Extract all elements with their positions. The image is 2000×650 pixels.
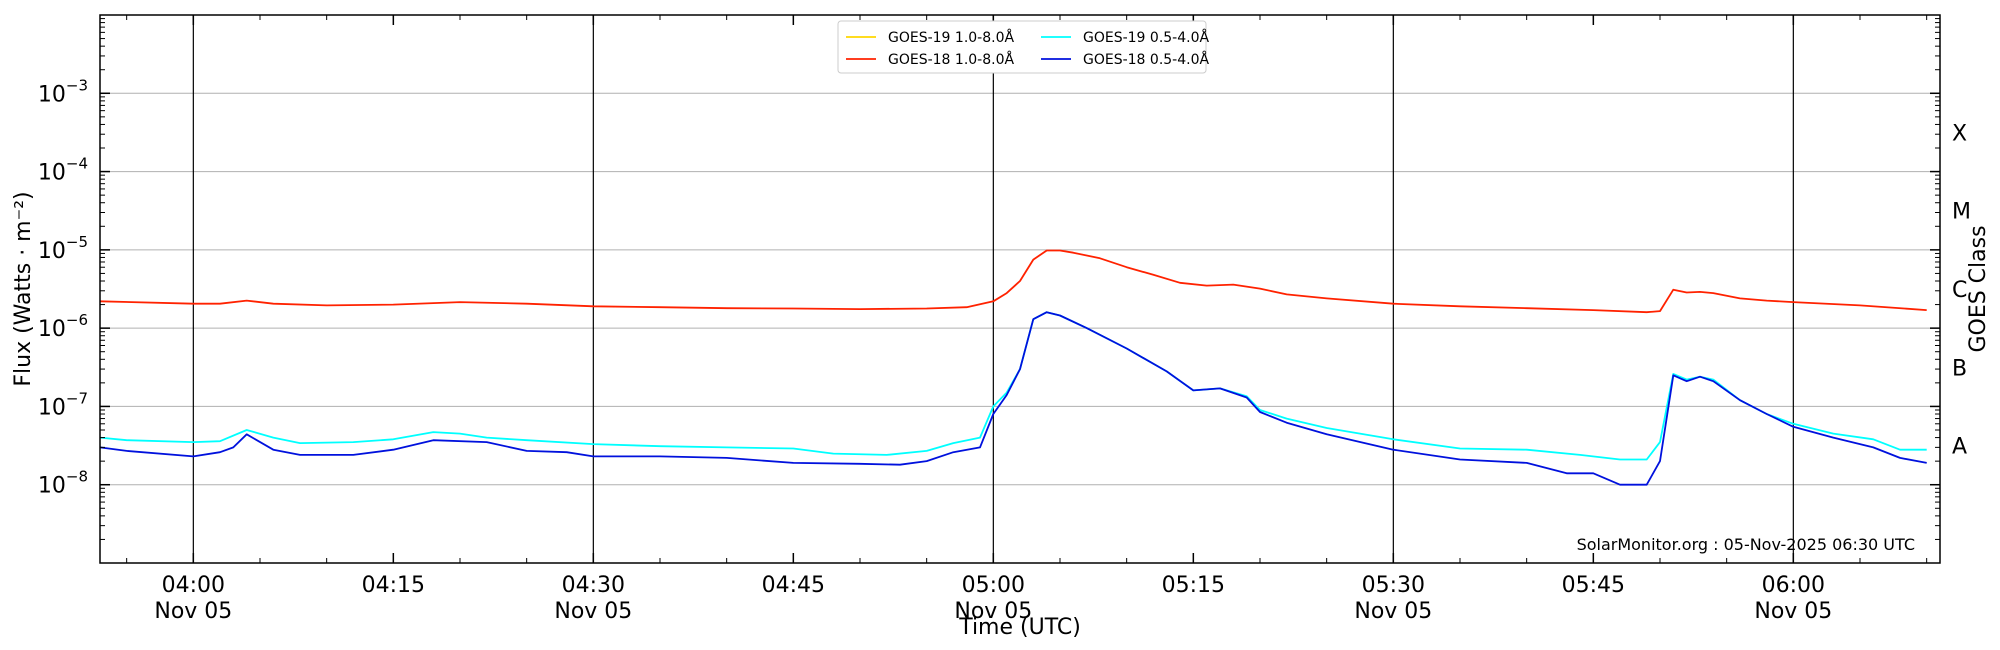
y-tick-label: 10−6 <box>38 311 88 342</box>
x-tick-label: 04:00 <box>162 573 225 598</box>
x-tick-label: 05:00 <box>962 573 1025 598</box>
goes-class-label: M <box>1952 200 1971 225</box>
series-line <box>99 311 1927 486</box>
x-tick-date-label: Nov 05 <box>554 599 632 624</box>
y-tick-label: 10−4 <box>38 155 88 186</box>
y-tick-label: 10−3 <box>38 76 88 107</box>
y-tick-label: 10−5 <box>38 233 88 264</box>
goes-class-label: B <box>1952 356 1967 381</box>
legend-box <box>837 20 1207 74</box>
legend-label: GOES-19 0.5-4.0Å <box>1083 29 1209 46</box>
x-tick-label: 05:30 <box>1362 573 1425 598</box>
x-tick-date-label: Nov 05 <box>154 599 232 624</box>
x-tick-date-label: Nov 05 <box>1754 599 1832 624</box>
x-tick-label: 06:00 <box>1762 573 1825 598</box>
y-tick-label: 10−7 <box>38 389 88 420</box>
goes-class-label: C <box>1952 278 1967 303</box>
y-tick-label: 10−8 <box>38 468 88 499</box>
credit-annotation: SolarMonitor.org : 05-Nov-2025 06:30 UTC <box>1577 535 1915 554</box>
x-tick-date-label: Nov 05 <box>1354 599 1432 624</box>
x-tick-label: 05:15 <box>1162 573 1225 598</box>
x-axis-label: Time (UTC) <box>958 615 1081 640</box>
goes-class-label: A <box>1952 435 1967 460</box>
grid-layer <box>100 15 1940 563</box>
legend-label: GOES-18 1.0-8.0Å <box>888 51 1014 68</box>
plot-frame <box>99 14 1941 564</box>
legend: GOES-19 1.0-8.0Å GOES-19 0.5-4.0Å GOES-18 … <box>837 20 1209 74</box>
x-tick-label: 04:15 <box>362 573 425 598</box>
legend-label: GOES-19 1.0-8.0Å <box>888 29 1014 46</box>
series-line <box>99 249 1927 314</box>
x-tick-date-label: Nov 05 <box>954 599 1032 624</box>
x-tick-label: 04:30 <box>562 573 625 598</box>
legend-label: GOES-18 0.5-4.0Å <box>1083 51 1209 68</box>
goes-class-label: X <box>1952 121 1967 146</box>
y-axis-label: Flux (Watts · m⁻²) <box>11 191 36 386</box>
series-layer <box>99 249 1927 486</box>
goes-class-axis-label: GOES Class <box>1966 225 1991 352</box>
x-tick-label: 05:45 <box>1562 573 1625 598</box>
x-tick-label: 04:45 <box>762 573 825 598</box>
